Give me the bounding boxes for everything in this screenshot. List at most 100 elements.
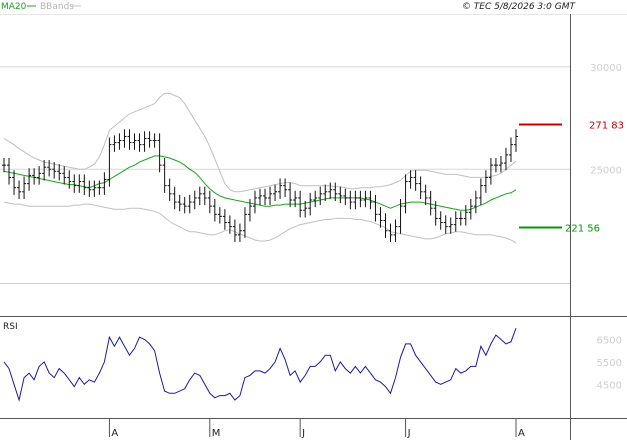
price-tick-label-0: 30000	[590, 63, 622, 74]
ohlc-bar-24	[122, 129, 127, 148]
ohlc-bar-48	[242, 207, 247, 238]
ohlc-bar-2	[12, 170, 17, 195]
ohlc-bar-21	[107, 137, 112, 187]
ohlc-bar-50	[252, 190, 257, 214]
legend: MA20 BBands	[1, 2, 81, 12]
ohlc-bar-7	[37, 166, 42, 185]
rsi-tick-label-2: 4500	[597, 380, 622, 391]
ohlc-bar-42	[212, 198, 217, 222]
bbands-lower-path	[3, 201, 517, 244]
ohlc-bar-59	[298, 190, 303, 218]
ohlc-bar-66	[333, 182, 338, 202]
rsi-path	[3, 328, 517, 402]
rsi-tick-label-0: 6500	[597, 335, 622, 346]
ohlc-bar-11	[57, 164, 62, 181]
ohlc-bar-36	[182, 196, 187, 214]
key-levels: 271 83 221 56	[519, 120, 624, 235]
ohlc-bar-91	[458, 211, 463, 226]
ohlc-bar-62	[313, 190, 318, 208]
ohlc-bar-52	[263, 188, 268, 206]
ohlc-bar-63	[318, 186, 323, 206]
ohlc-bar-37	[187, 194, 192, 214]
ohlc-bar-80	[403, 174, 408, 214]
ohlc-bar-93	[468, 198, 473, 220]
ohlc-bar-5	[27, 168, 32, 191]
ohlc-bar-35	[177, 194, 182, 212]
ohlc-bar-100	[503, 147, 508, 171]
ohlc-bar-92	[463, 205, 468, 226]
ohlc-bar-58	[293, 190, 298, 208]
ohlc-bar-83	[418, 176, 423, 199]
ohlc-bar-20	[102, 172, 107, 195]
ohlc-bar-90	[453, 211, 458, 232]
x-tick-label-0: A	[111, 428, 118, 439]
ohlc-bar-99	[498, 155, 503, 173]
ohlc-bar-101	[508, 137, 513, 163]
ohlc-bar-57	[288, 182, 293, 208]
ohlc-bar-33	[167, 178, 172, 202]
ohlc-bar-38	[192, 190, 197, 210]
x-tick-label-3: J	[407, 428, 411, 439]
bbands-lower	[3, 201, 517, 244]
legend-ma20: MA20	[1, 2, 27, 12]
ohlc-bar-8	[42, 160, 47, 181]
ohlc-bar-25	[127, 129, 132, 150]
ohlc-bar-3	[17, 180, 22, 199]
ohlc-bar-79	[398, 198, 403, 234]
ohlc-bar-34	[172, 186, 177, 210]
bbands-upper	[3, 92, 517, 193]
ohlc-bar-68	[343, 188, 348, 206]
level-support-label: 221 56	[565, 224, 600, 235]
ohlc-bar-1	[7, 157, 12, 185]
legend-bbands: BBands	[40, 2, 74, 12]
ohlc-bar-17	[87, 180, 92, 197]
ohlc-bar-72	[363, 190, 368, 208]
price-axis: 30000 25000	[590, 63, 622, 177]
ohlc-bar-64	[323, 184, 328, 202]
ohlc-bar-32	[162, 157, 167, 193]
ohlc-bar-6	[32, 168, 37, 185]
ohlc-bar-94	[473, 190, 478, 214]
ohlc-bar-23	[117, 133, 122, 150]
ohlc-bar-65	[328, 182, 333, 199]
panel-dividers	[0, 14, 627, 440]
ohlc-bar-77	[388, 223, 393, 243]
ohlc-bar-49	[247, 198, 252, 222]
ohlc-bar-81	[408, 170, 413, 189]
rsi-axis: 6500 5500 4500	[597, 335, 622, 391]
ohlc-bar-96	[483, 170, 488, 193]
ohlc-bar-47	[237, 223, 242, 243]
ohlc-bar-102	[514, 129, 518, 152]
level-resistance-label: 271 83	[589, 120, 624, 131]
ohlc-bar-53	[268, 186, 273, 206]
ohlc-bar-16	[82, 174, 87, 195]
ohlc-bar-40	[202, 186, 207, 206]
ohlc-bar-0	[2, 157, 6, 173]
bbands-upper-path	[3, 92, 517, 193]
ohlc-bar-95	[478, 178, 483, 206]
ohlc-bar-46	[232, 219, 237, 243]
ohlc-bar-4	[22, 176, 27, 199]
ohlc-bar-73	[368, 190, 373, 210]
ohlc-bar-70	[353, 190, 358, 210]
x-tick-label-1: M	[212, 428, 221, 439]
ohlc-bar-60	[303, 201, 308, 218]
price-grid	[0, 66, 570, 170]
ohlc-bar-10	[52, 162, 57, 179]
ohlc-bar-97	[488, 157, 493, 185]
ohlc-bar-13	[67, 170, 72, 189]
ohlc-bar-22	[112, 135, 117, 152]
ohlc-bar-41	[207, 190, 212, 214]
price-tick-label-1: 25000	[590, 165, 622, 176]
ohlc-bar-19	[97, 180, 102, 195]
ohlc-bar-43	[217, 207, 222, 224]
ohlc-bar-75	[378, 207, 383, 228]
rsi-line	[3, 328, 517, 402]
ohlc-bar-71	[358, 190, 363, 208]
ohlc-bar-76	[383, 213, 388, 238]
ohlc-bar-18	[92, 180, 97, 197]
ohlc-bar-54	[273, 184, 278, 202]
ohlc-bar-44	[222, 209, 227, 230]
